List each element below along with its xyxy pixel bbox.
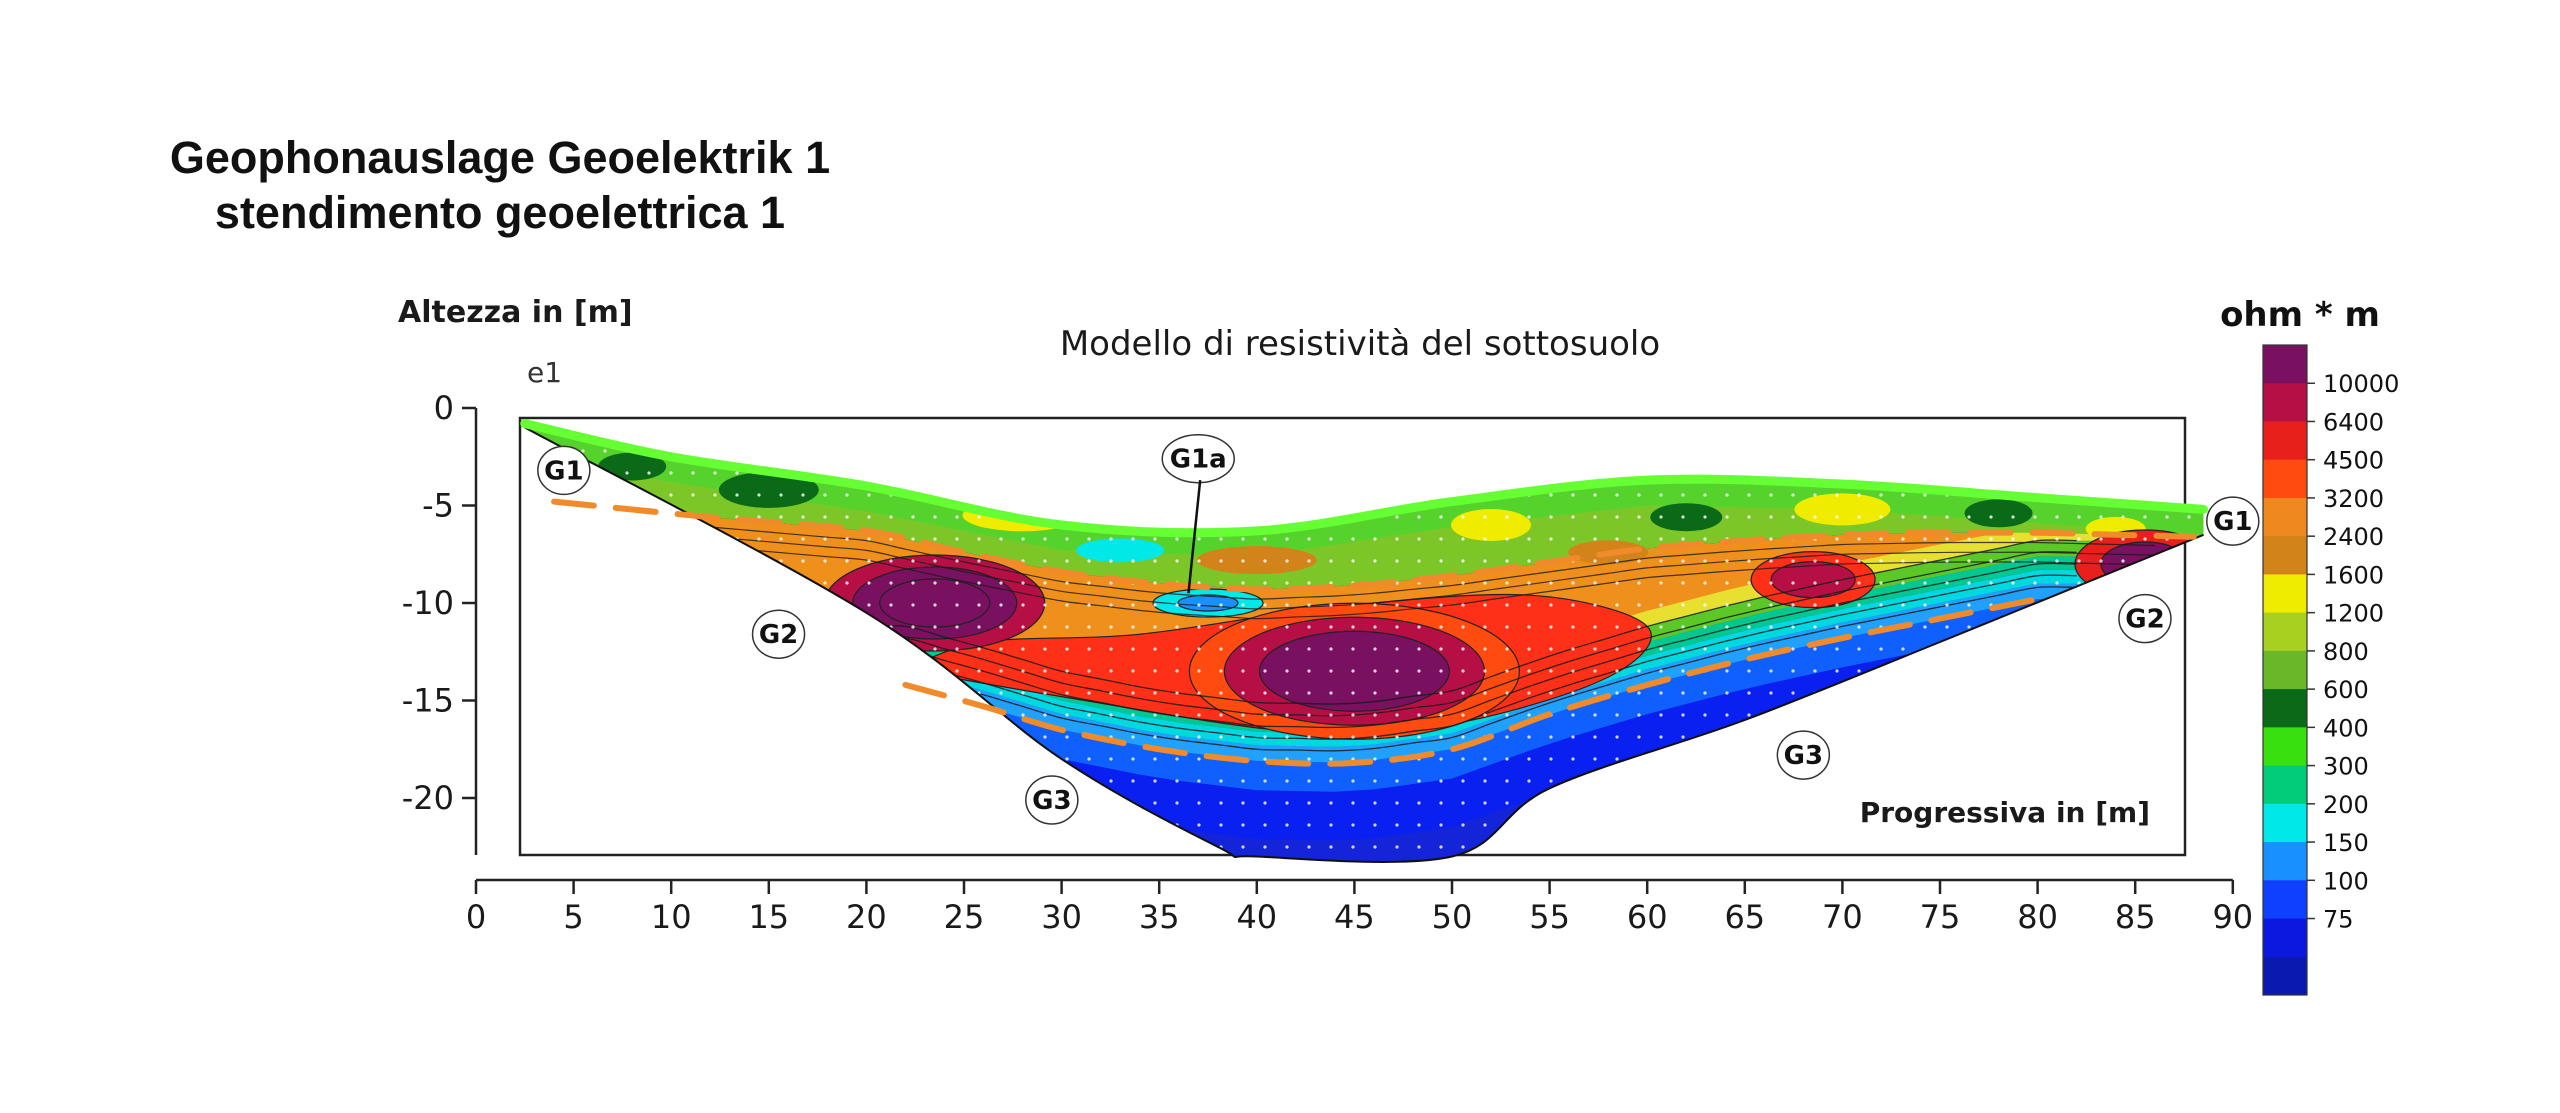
colorbar-level-label: 150	[2323, 829, 2369, 857]
colorbar-unit: ohm * m	[2220, 295, 2380, 335]
x-tick-label: 60	[1627, 898, 1668, 936]
colorbar-swatch	[2263, 956, 2307, 996]
x-tick-label: 65	[1724, 898, 1765, 936]
colorbar-swatch	[2263, 650, 2307, 690]
colorbar-swatch	[2263, 612, 2307, 652]
layer-label-marker	[537, 445, 591, 496]
colorbar-swatch	[2263, 689, 2307, 728]
layer-label-marker	[1161, 433, 1235, 484]
section-bottom-outline	[524, 426, 2204, 863]
layer-label-text: G2	[2125, 605, 2164, 635]
colorbar-swatch	[2263, 842, 2307, 881]
x-tick-label: 80	[2017, 898, 2058, 936]
layer-label-g3: G3	[1025, 775, 1079, 825]
ground-surface-line	[520, 419, 2208, 538]
y-tick-label: -20	[402, 779, 454, 817]
colorbar-level-label: 300	[2323, 753, 2369, 781]
layer-label-g1: G1	[537, 445, 591, 496]
colorbar-level-label: 2400	[2323, 523, 2384, 551]
profile-label: e1	[527, 356, 562, 389]
colorbar-level-label: 75	[2323, 906, 2354, 934]
layer-label-marker	[2206, 496, 2260, 546]
colorbar-level-label: 3200	[2323, 485, 2384, 513]
x-tick-label: 40	[1236, 898, 1277, 936]
colorbar-swatch	[2263, 574, 2307, 614]
x-tick-label: 35	[1139, 898, 1180, 936]
colorbar-level-label: 1200	[2323, 600, 2384, 628]
colorbar-level-label: 6400	[2323, 408, 2384, 436]
colorbar-level-label: 10000	[2323, 370, 2399, 398]
colorbar-level-label: 600	[2323, 676, 2369, 704]
x-tick-label: 70	[1822, 898, 1863, 936]
layer-label-g1: G1	[2206, 496, 2260, 546]
x-tick-label: 20	[846, 898, 887, 936]
g1a-leader-line	[1187, 480, 1202, 594]
colorbar-level-label: 100	[2323, 867, 2369, 895]
y-tick-label: 0	[434, 389, 454, 427]
layer-label-marker	[751, 609, 806, 659]
x-tick-label: 0	[466, 898, 486, 936]
x-tick-label: 85	[2115, 898, 2156, 936]
x-axis-label: Progressiva in [m]	[1860, 796, 2150, 829]
colorbar-level-label: 200	[2323, 791, 2369, 819]
layer-boundary-g2-g3	[902, 596, 2041, 767]
colorbar-swatch	[2263, 765, 2307, 805]
layer-label-text: G2	[759, 620, 798, 650]
axes: 0 -5 -10 -15 -20 0 5 10 15 20 25 30 35 40 45 50 55 60 65 70…	[402, 389, 2253, 936]
layer-label-marker	[1025, 775, 1079, 825]
layer-label-text: G3	[1784, 741, 1823, 771]
section-overlay	[520, 419, 2208, 863]
layer-label-g1a: G1a	[1161, 433, 1235, 484]
colorbar-swatch	[2263, 918, 2307, 958]
layer-label-text: G1a	[1170, 445, 1227, 475]
colorbar-level-label: 800	[2323, 638, 2369, 666]
x-tick-label: 10	[651, 898, 692, 936]
layer-label-text: G1	[544, 456, 583, 486]
y-tick-label: -5	[422, 487, 454, 525]
colorbar-swatch	[2263, 880, 2307, 920]
colorbar-swatch	[2263, 803, 2307, 843]
x-tick-label: 90	[2212, 898, 2253, 936]
layer-labels: G1 G1 G1a G2 G2 G3 G3	[537, 433, 2260, 825]
figure-title-line-1: Geophonauslage Geoelektrik 1	[169, 132, 831, 183]
colorbar-frame	[2262, 344, 2308, 996]
x-tick-label: 75	[1920, 898, 1961, 936]
layer-label-g2: G2	[2118, 593, 2172, 644]
layer-label-text: G3	[1032, 786, 1071, 816]
x-tick-label: 45	[1334, 898, 1375, 936]
figure-title: Geophonauslage Geoelektrik 1 stendimento…	[100, 130, 900, 240]
colorbar-swatch	[2263, 383, 2307, 422]
x-tick-label: 50	[1432, 898, 1473, 936]
colorbar-swatch	[2263, 459, 2307, 499]
x-tick-label: 15	[748, 898, 789, 936]
colorbar-level-label: 1600	[2323, 561, 2384, 589]
chart-title: Modello di resistività del sottosuolo	[1060, 324, 1660, 364]
y-tick-label: -10	[402, 584, 454, 622]
colorbar-level-label: 4500	[2323, 447, 2384, 475]
colorbar-swatch	[2263, 536, 2307, 575]
figure-title-line-2: stendimento geoelettrica 1	[214, 187, 786, 238]
x-tick-label: 5	[563, 898, 583, 936]
x-tick-label: 55	[1529, 898, 1570, 936]
y-axis-label: Altezza in [m]	[398, 295, 633, 330]
x-tick-label: 25	[944, 898, 985, 936]
colorbar-swatch	[2263, 497, 2307, 537]
colorbar-swatch	[2263, 727, 2307, 767]
layer-label-g3: G3	[1776, 730, 1831, 780]
colorbar-level-label: 400	[2323, 714, 2369, 742]
y-tick-label: -15	[402, 682, 454, 720]
colorbar: ohm * m 10000 6400 4500 3200 2400 1600 1200 800 6…	[2220, 295, 2399, 996]
layer-label-marker	[1776, 730, 1831, 780]
layer-boundary-g1-g2	[551, 498, 2197, 593]
colorbar-swatch	[2263, 421, 2307, 461]
x-tick-label: 30	[1041, 898, 1082, 936]
layer-label-text: G1	[2213, 507, 2252, 537]
layer-label-g2: G2	[751, 609, 806, 659]
colorbar-swatch	[2263, 345, 2307, 384]
layer-label-marker	[2118, 593, 2172, 644]
